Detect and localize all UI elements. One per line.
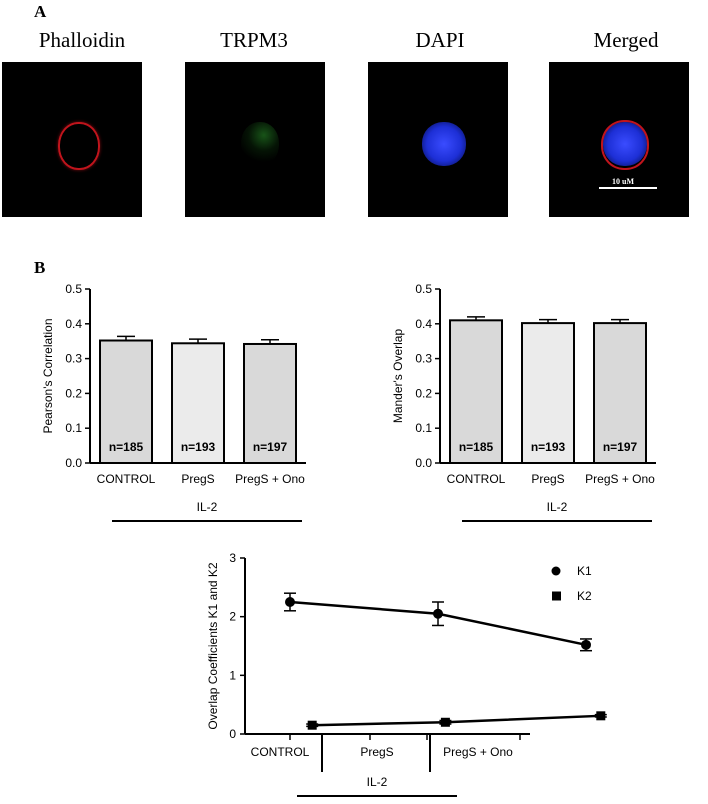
overlap-y-tick-label: 3 [229, 551, 236, 565]
merged-image: 10 uM [549, 62, 689, 217]
overlap-y-tick-label: 1 [229, 668, 236, 682]
manders-bar [593, 322, 647, 464]
manders-y-tick-label: 0.5 [415, 282, 432, 296]
manders-category-label: PregS [531, 472, 564, 486]
manders-n-label: n=197 [603, 440, 638, 454]
manders-y-axis-label: Mander's Overlap [391, 329, 405, 424]
panel-b-letter: B [34, 258, 46, 277]
pearson-category-label: PregS [181, 472, 214, 486]
overlap-y-axis-label: Overlap Coefficients K1 and K2 [206, 562, 220, 730]
legend-k2-label: K2 [577, 589, 592, 603]
trpm3-cell [241, 122, 279, 166]
manders-y-tick-label: 0.2 [415, 386, 432, 400]
overlap-y-tick-label: 2 [229, 610, 236, 624]
series-k2-point [307, 720, 317, 730]
series-k1-point [433, 608, 443, 619]
series-k2-point [440, 717, 450, 727]
manders-bar [521, 322, 575, 464]
overlap-y-tick-label: 0 [229, 727, 236, 741]
overlap-chart: 0 1 2 3 Overlap Coefficients K1 and K2 CONTRO… [206, 551, 607, 797]
merged-title: Merged [593, 28, 659, 52]
manders-category-label: PregS + Ono [585, 472, 655, 486]
dapi-title: DAPI [415, 28, 465, 52]
trpm3-image [185, 62, 325, 217]
manders-n-label: n=185 [459, 440, 494, 454]
manders-category-label: CONTROL [447, 472, 506, 486]
manders-y-tick-label: 0.1 [415, 421, 432, 435]
manders-y-tick-label: 0.4 [415, 317, 432, 331]
trpm3-title: TRPM3 [220, 28, 288, 52]
series-k1-point [285, 597, 295, 607]
manders-y-tick-label: 0.3 [415, 352, 432, 366]
phalloidin-image [2, 62, 142, 217]
scale-label: 10 uM [612, 177, 634, 186]
pearson-bar [243, 342, 297, 464]
legend-k1-label: K1 [577, 564, 592, 578]
pearson-y-axis-label: Pearson's Correlation [41, 318, 55, 433]
overlap-group-label: IL-2 [367, 775, 388, 789]
overlap-category-label: PregS [360, 745, 393, 759]
pearson-chart: 0.0 0.1 0.2 0.3 0.4 0.5 Pearson's Correlation n… [41, 282, 306, 522]
pearson-n-label: n=193 [181, 440, 216, 454]
pearson-category-label: CONTROL [97, 472, 156, 486]
panel-a-letter: A [34, 2, 47, 21]
pearson-y-tick-label: 0.5 [65, 282, 82, 296]
legend-k1-marker [551, 566, 561, 576]
manders-bar [449, 319, 503, 464]
pearson-category-label: PregS + Ono [235, 472, 305, 486]
dapi-nucleus [422, 122, 466, 166]
manders-y-tick-label: 0.0 [415, 456, 432, 470]
pearson-y-tick-label: 0.2 [65, 386, 82, 400]
pearson-y-tick-label: 0.1 [65, 421, 82, 435]
pearson-y-tick-label: 0.0 [65, 456, 82, 470]
series-k2-point [596, 711, 606, 721]
manders-chart: 0.0 0.1 0.2 0.3 0.4 0.5 Mander's Overlap n=185 C… [391, 282, 656, 522]
series-k2-line [312, 714, 601, 727]
merged-membrane [601, 120, 649, 170]
pearson-group-label: IL-2 [197, 500, 218, 514]
manders-group-label: IL-2 [547, 500, 568, 514]
pearson-n-label: n=197 [253, 440, 288, 454]
pearson-y-tick-label: 0.4 [65, 317, 82, 331]
dapi-image [368, 62, 508, 217]
pearson-bar [99, 339, 153, 464]
overlap-category-label: PregS + Ono [443, 745, 513, 759]
pearson-y-tick-label: 0.3 [65, 352, 82, 366]
scale-bar [599, 187, 657, 189]
phalloidin-cell [58, 122, 100, 170]
legend-k2-marker [552, 591, 561, 601]
overlap-category-label: CONTROL [251, 745, 310, 759]
pearson-n-label: n=185 [109, 440, 144, 454]
manders-n-label: n=193 [531, 440, 566, 454]
phalloidin-title: Phalloidin [38, 28, 126, 52]
series-k1-point [581, 639, 591, 650]
